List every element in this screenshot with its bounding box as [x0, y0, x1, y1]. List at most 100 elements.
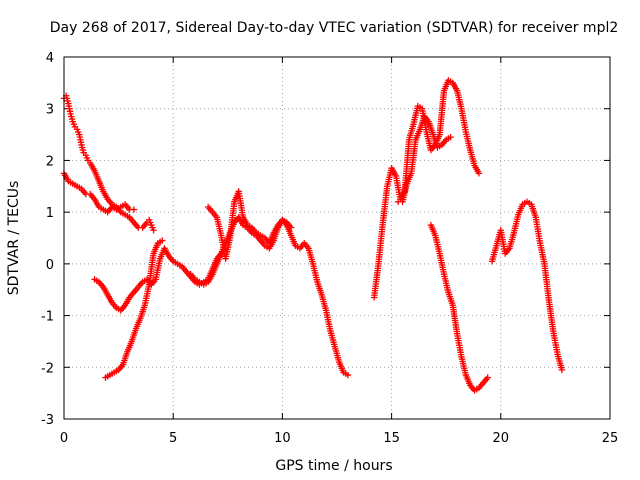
- data-point-trail: [123, 296, 132, 307]
- data-point-trail: [206, 272, 215, 284]
- data-point-trail: [454, 89, 465, 110]
- data-point-trail: [65, 102, 74, 115]
- data-point-trail: [310, 262, 320, 283]
- data-point-trail: [545, 299, 557, 333]
- data-point-trail: [240, 216, 250, 227]
- x-tick-label: 5: [169, 431, 177, 446]
- data-point-trail: [101, 285, 110, 297]
- data-point-trail: [389, 166, 399, 178]
- data-point-trail: [136, 280, 145, 289]
- data-point-trail: [481, 376, 490, 385]
- data-point-trail: [258, 239, 267, 248]
- data-point: [159, 237, 166, 244]
- data-point-trail: [463, 131, 473, 152]
- data-point-trail: [254, 233, 263, 243]
- x-tick-labels: 0 5 10 15 20 25: [60, 431, 618, 446]
- data-point-trail: [180, 264, 189, 274]
- data-point-trail: [88, 161, 97, 173]
- data-points: [60, 77, 566, 394]
- data-point-trail: [285, 221, 293, 230]
- y-axis-label: SDTVAR / TECUs: [6, 181, 22, 296]
- data-point-trail: [119, 303, 127, 312]
- data-point-trail: [88, 192, 97, 201]
- x-tick-label: 15: [383, 431, 400, 446]
- data-point-trail: [132, 221, 140, 230]
- data-point-trail: [477, 381, 486, 390]
- data-point-trail: [541, 262, 552, 301]
- data-point-trail: [432, 234, 443, 255]
- data-point-trail: [120, 350, 130, 366]
- data-point-trail: [288, 234, 298, 247]
- data-point-trail: [76, 133, 85, 146]
- data-point-trail: [145, 277, 154, 287]
- data-point-trail: [250, 226, 258, 235]
- data-point-trail: [537, 242, 548, 265]
- data-point-trail: [140, 221, 149, 230]
- data-point-trail: [463, 373, 473, 387]
- data-point-trail: [68, 113, 76, 123]
- data-point-trail: [503, 246, 512, 255]
- data-point-trail: [210, 210, 219, 219]
- data-point-trail: [227, 200, 238, 239]
- data-point-trail: [232, 215, 241, 224]
- data-point-trail: [314, 280, 325, 296]
- data-point-trail: [445, 291, 456, 307]
- data-point-trail: [127, 215, 136, 224]
- series-track-C: [91, 245, 229, 314]
- data-point-trail: [125, 340, 135, 353]
- chart-title: Day 268 of 2017, Sidereal Day-to-day VTE…: [50, 20, 619, 36]
- series-track-I: [427, 221, 491, 394]
- data-point-trail: [214, 252, 224, 265]
- y-tick-label: 2: [46, 154, 54, 169]
- x-tick-label: 0: [60, 431, 68, 446]
- data-point-trail: [129, 327, 139, 343]
- data-point-trail: [426, 120, 436, 136]
- data-point-trail: [149, 277, 158, 287]
- data-point-trail: [184, 270, 193, 279]
- data-point-trail: [506, 231, 517, 250]
- y-tick-label: 4: [46, 51, 54, 66]
- data-point-trail: [450, 81, 460, 92]
- data-point-trail: [210, 262, 220, 276]
- data-point-trail: [110, 301, 119, 310]
- data-point-trail: [336, 360, 346, 374]
- data-point-trail: [332, 345, 342, 364]
- data-point: [344, 371, 352, 379]
- data-point-trail: [137, 304, 148, 320]
- data-point-trail: [468, 383, 477, 393]
- data-point-trail: [436, 89, 447, 136]
- data-point-trail: [267, 239, 276, 250]
- x-axis-label: GPS time / hours: [275, 458, 392, 474]
- y-tick-label: -2: [41, 361, 54, 376]
- data-point-trail: [441, 79, 451, 92]
- plot-frame: [63, 56, 611, 420]
- data-point-trail: [151, 242, 161, 255]
- data-point-trail: [206, 205, 215, 214]
- data-point-trail: [61, 172, 71, 183]
- data-point: [558, 366, 566, 374]
- series-track-A: [60, 92, 157, 234]
- series-track-G: [370, 77, 483, 301]
- data-point-trail: [472, 164, 482, 175]
- data-point-trail: [79, 144, 87, 154]
- data-point-trail: [511, 213, 521, 234]
- data-point-trail: [441, 273, 452, 294]
- data-point-trail: [428, 223, 438, 237]
- data-point-trail: [146, 252, 157, 286]
- data-point-trail: [404, 172, 414, 185]
- data-point-trail: [458, 356, 469, 376]
- data-point-trail: [323, 309, 334, 332]
- data-point: [475, 170, 483, 177]
- data-point-trail: [319, 293, 329, 312]
- data-point-trail: [413, 128, 423, 141]
- series-track-F: [204, 188, 295, 262]
- data-point-trail: [528, 203, 539, 219]
- data-point-trail: [79, 187, 88, 196]
- data-point: [447, 133, 454, 141]
- data-point-trail: [133, 317, 143, 330]
- series-track-B: [60, 170, 138, 216]
- data-point-trail: [408, 138, 419, 175]
- data-point-trail: [214, 216, 224, 237]
- data-point-trail: [422, 114, 431, 124]
- x-tick-label: 10: [274, 431, 291, 446]
